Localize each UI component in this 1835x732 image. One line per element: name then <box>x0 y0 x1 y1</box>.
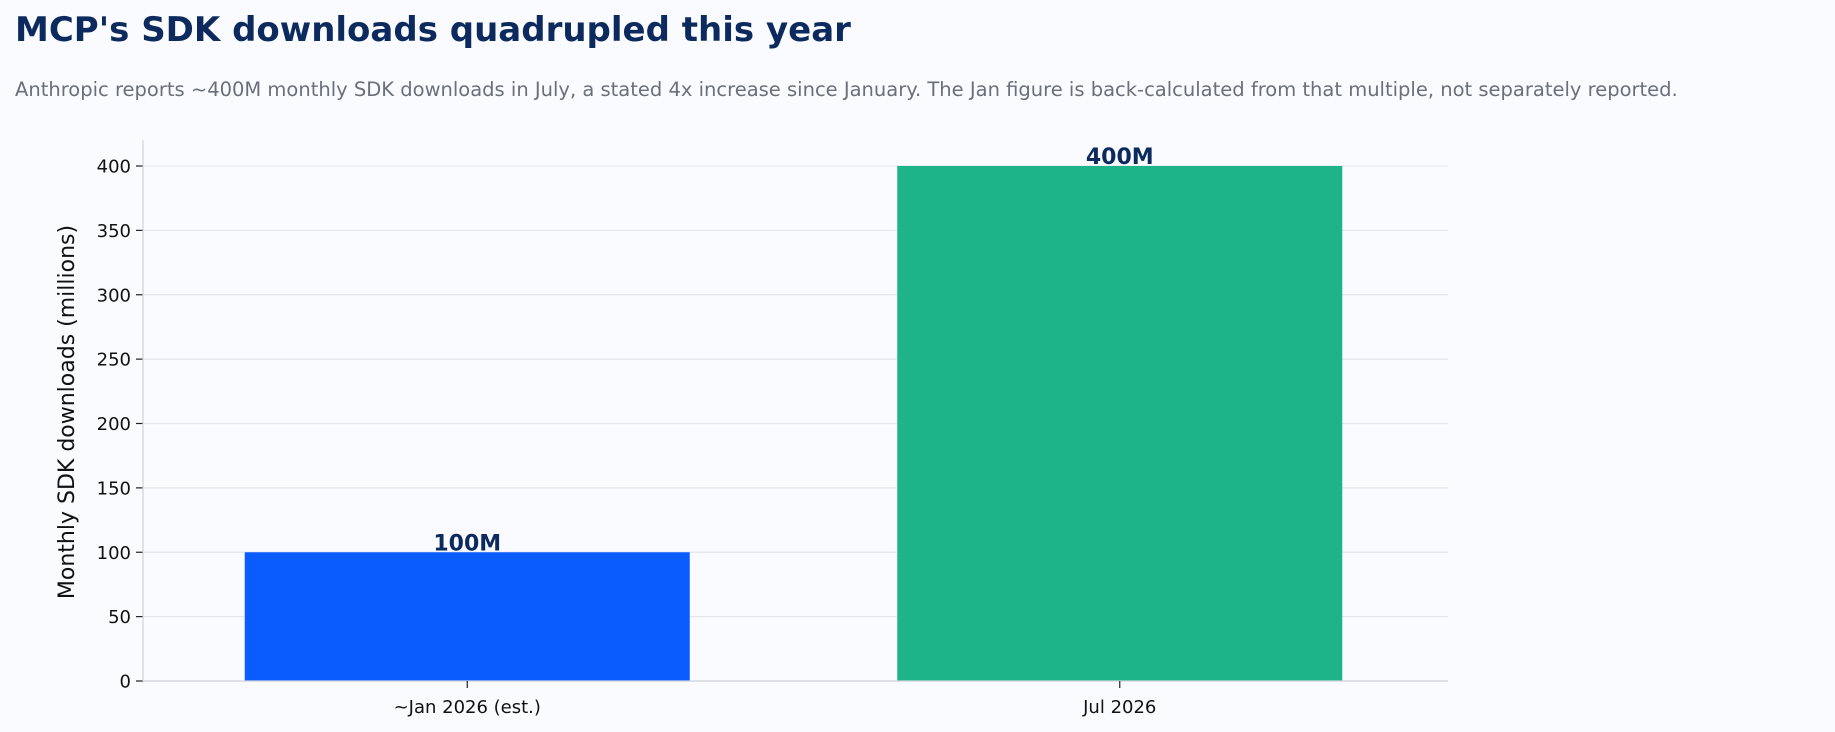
chart-subtitle: Anthropic reports ~400M monthly SDK down… <box>15 78 1678 101</box>
y-tick-label: 100 <box>97 543 131 564</box>
y-tick-label: 50 <box>108 607 131 628</box>
bar <box>244 552 690 681</box>
bars <box>244 166 1343 681</box>
bar-data-label: 400M <box>1086 145 1154 170</box>
y-tick-label: 350 <box>97 221 131 242</box>
y-tick-label: 200 <box>97 414 131 435</box>
bar <box>897 166 1343 681</box>
data-labels: 100M 400M <box>433 145 1153 556</box>
y-axis-label: Monthly SDK downloads (millions) <box>55 225 80 599</box>
y-tick-label: 150 <box>97 478 131 499</box>
bar-data-label: 100M <box>433 531 501 556</box>
y-tick-label: 400 <box>97 157 131 178</box>
chart-title: MCP's SDK downloads quadrupled this year <box>15 10 851 50</box>
y-tick-label: 250 <box>97 350 131 371</box>
x-tick-label: Jul 2026 <box>1082 697 1156 718</box>
y-tick-label: 0 <box>120 672 131 693</box>
y-tick-label: 300 <box>97 285 131 306</box>
axes: 0 50 100 150 200 250 300 350 400 ~Jan 2026 (est.)… <box>97 140 1448 718</box>
x-tick-label: ~Jan 2026 (est.) <box>394 697 541 718</box>
